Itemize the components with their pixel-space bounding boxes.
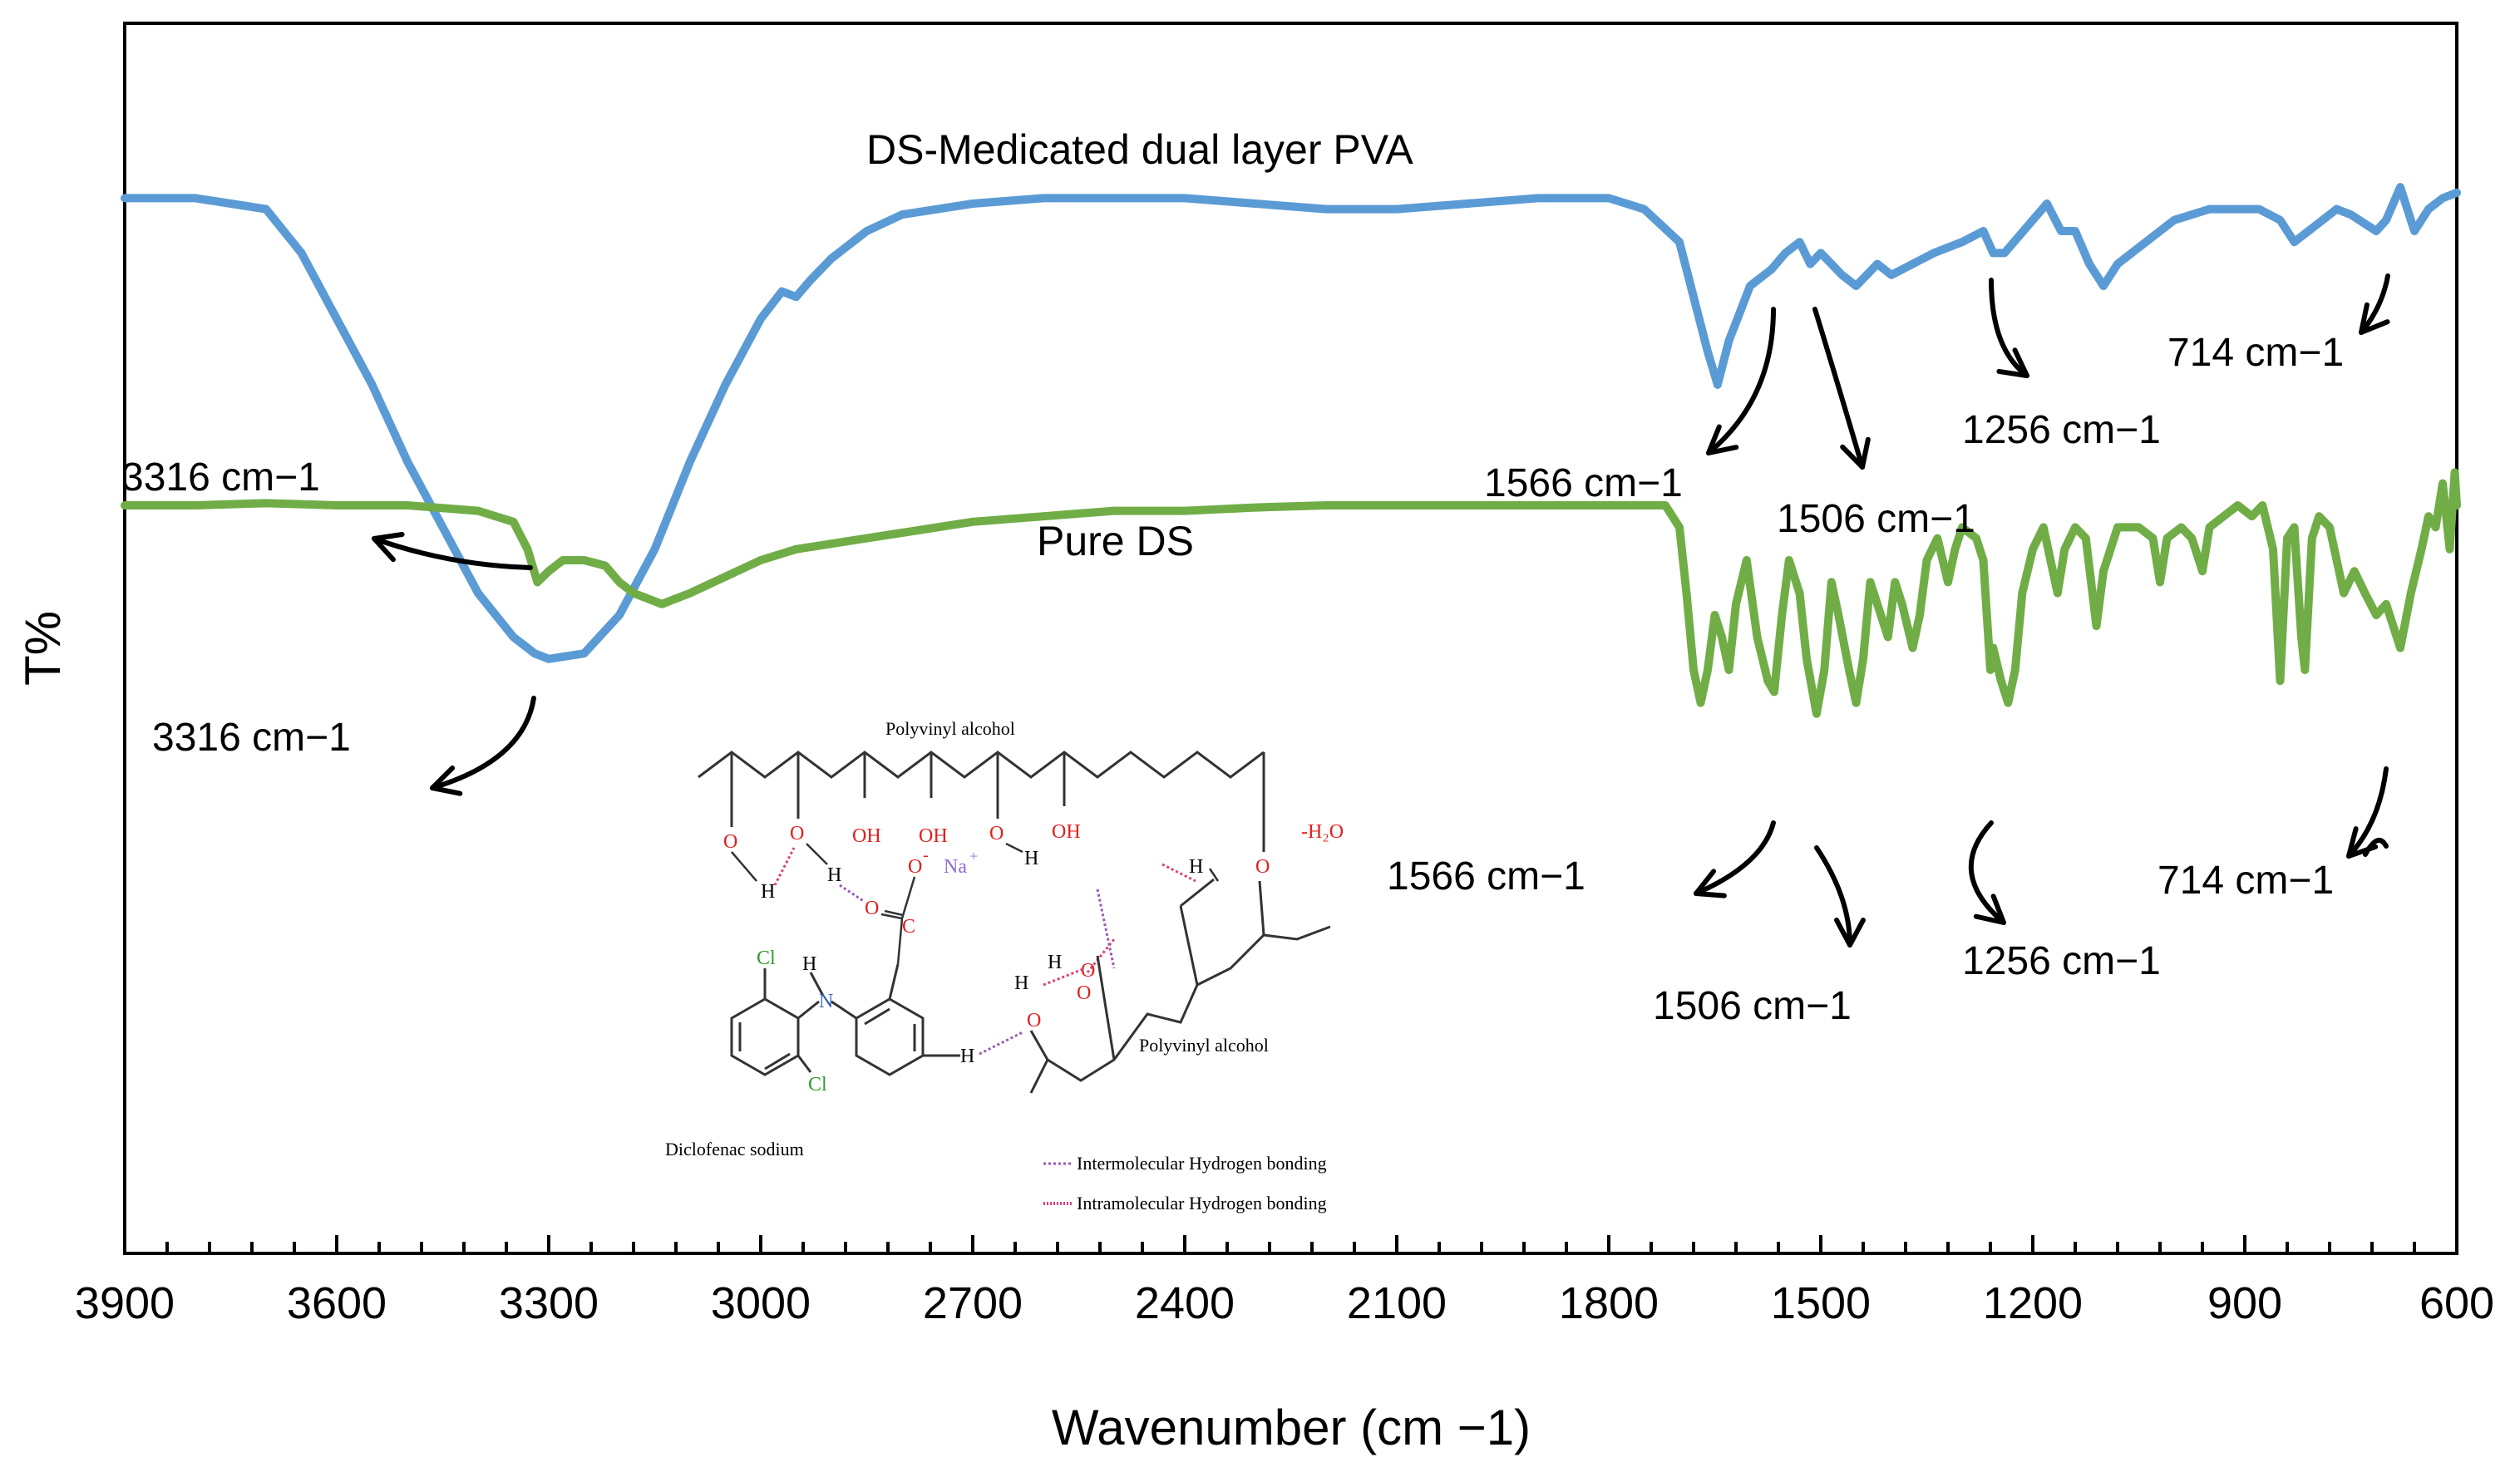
x-tick-label: 1500 [1771,1278,1871,1328]
atom-h-ring: H [960,1046,974,1067]
atom-c: C [902,916,915,938]
charge-plus: + [969,848,978,864]
atom-h-5: H [1014,972,1028,994]
x-tick-label: 1800 [1559,1278,1659,1328]
peak-label-ds-714: 714 cm−1 [2158,859,2334,903]
pva-top-chain [698,751,1265,779]
series-group [121,183,2461,718]
arrow-ds-714 [2363,838,2389,857]
x-tick-label: 3600 [287,1278,387,1328]
drug-label: Diclofenac sodium [665,1139,804,1159]
atom-o-5: O [1027,1010,1041,1031]
atom-cl-1: Cl [757,948,776,969]
atom-o-1: O [723,831,737,853]
atom-oh-2: OH [919,825,948,847]
peak-label-pva-1256: 1256 cm−1 [1962,408,2161,452]
atom-oh-3: OH [1052,821,1081,843]
atom-o-3: O [989,823,1004,844]
atom-o-6: O [1081,960,1095,982]
arrow-pva-1256 [1989,278,2029,378]
arrow-ds-714-head [2346,766,2389,859]
legend-inter-text: Intermolecular Hydrogen bonding [1077,1153,1327,1174]
x-axis-ticks [123,1235,2458,1253]
peak-label-ds-1506: 1506 cm−1 [1653,984,1852,1028]
arrow-ds-3316 [430,696,536,796]
legend-intra-text: Intramolecular Hydrogen bonding [1077,1193,1327,1213]
x-tick-label: 3000 [711,1278,811,1328]
peak-label-ds-3316: 3316 cm−1 [152,716,351,760]
arrow-pva-3316 [372,531,533,570]
atom-h-2: H [827,864,841,886]
atom-h-3: H [1024,848,1038,869]
atom-h-1: H [761,881,775,903]
peak-label-pva-1566: 1566 cm−1 [1484,461,1683,505]
charge-minus: - [923,846,929,864]
atom-o-7: O [1077,982,1091,1004]
atom-h-6: H [1048,952,1062,973]
x-tick-label: 1200 [1983,1278,2083,1328]
arrow-ds-1506 [1814,845,1866,948]
x-tick-label: 3300 [499,1278,599,1328]
peak-label-ds-1566: 1566 cm−1 [1387,854,1585,898]
x-axis-tick-labels: 3900 3600 3300 3000 2700 2400 2100 1800 1500 1200… [75,1278,2494,1328]
inset-scheme: Polyvinyl alcohol O H O H OH OH O H OH H… [665,718,1344,1213]
water-label: -H₂O [1301,821,1344,843]
peak-label-pva-714: 714 cm−1 [2167,331,2344,375]
peak-label-pva-3316: 3316 cm−1 [121,455,320,500]
series-line-ds-medicated-pva [121,183,2461,663]
pva-right-label: Polyvinyl alcohol [1139,1035,1269,1056]
series-label-pure-ds: Pure DS [1037,518,1194,564]
atom-n: N [819,991,833,1012]
plot-frame [123,22,2458,1255]
x-tick-label: 2100 [1347,1278,1447,1328]
atom-o-carboxyl-1: O [908,856,922,878]
atom-oh-1: OH [852,825,881,847]
atom-h-n: H [802,953,816,975]
arrow-ds-1256 [1968,820,2006,925]
x-tick-label: 3900 [75,1278,175,1328]
annotation-arrows [372,273,2390,948]
arrow-ds-1566 [1694,820,1776,898]
x-tick-label: 2700 [923,1278,1023,1328]
atom-o-4: O [1255,856,1270,878]
peak-label-pva-1506: 1506 cm−1 [1777,497,1975,541]
atom-o-2: O [790,823,804,844]
atom-o-carboxyl-2: O [865,898,879,919]
x-tick-label: 900 [2207,1278,2282,1328]
pva-top-label: Polyvinyl alcohol [885,718,1015,739]
series-label-pva: DS-Medicated dual layer PVA [866,126,1413,173]
pva-lower-chain [1029,925,1331,1094]
atom-h-4: H [1189,856,1203,878]
series-line-pure-ds [121,468,2461,718]
y-axis-title: T% [15,611,71,686]
x-tick-label: 600 [2419,1278,2494,1328]
arrow-pva-1506 [1812,307,1871,470]
arrow-pva-714 [2359,273,2390,335]
x-axis-title: Wavenumber (cm −1) [1052,1400,1531,1455]
peak-label-ds-1256: 1256 cm−1 [1962,939,2161,983]
arrow-pva-1566 [1706,307,1776,455]
atom-na: Na [944,856,967,878]
x-tick-label: 2400 [1135,1278,1235,1328]
atom-cl-2: Cl [808,1074,827,1095]
